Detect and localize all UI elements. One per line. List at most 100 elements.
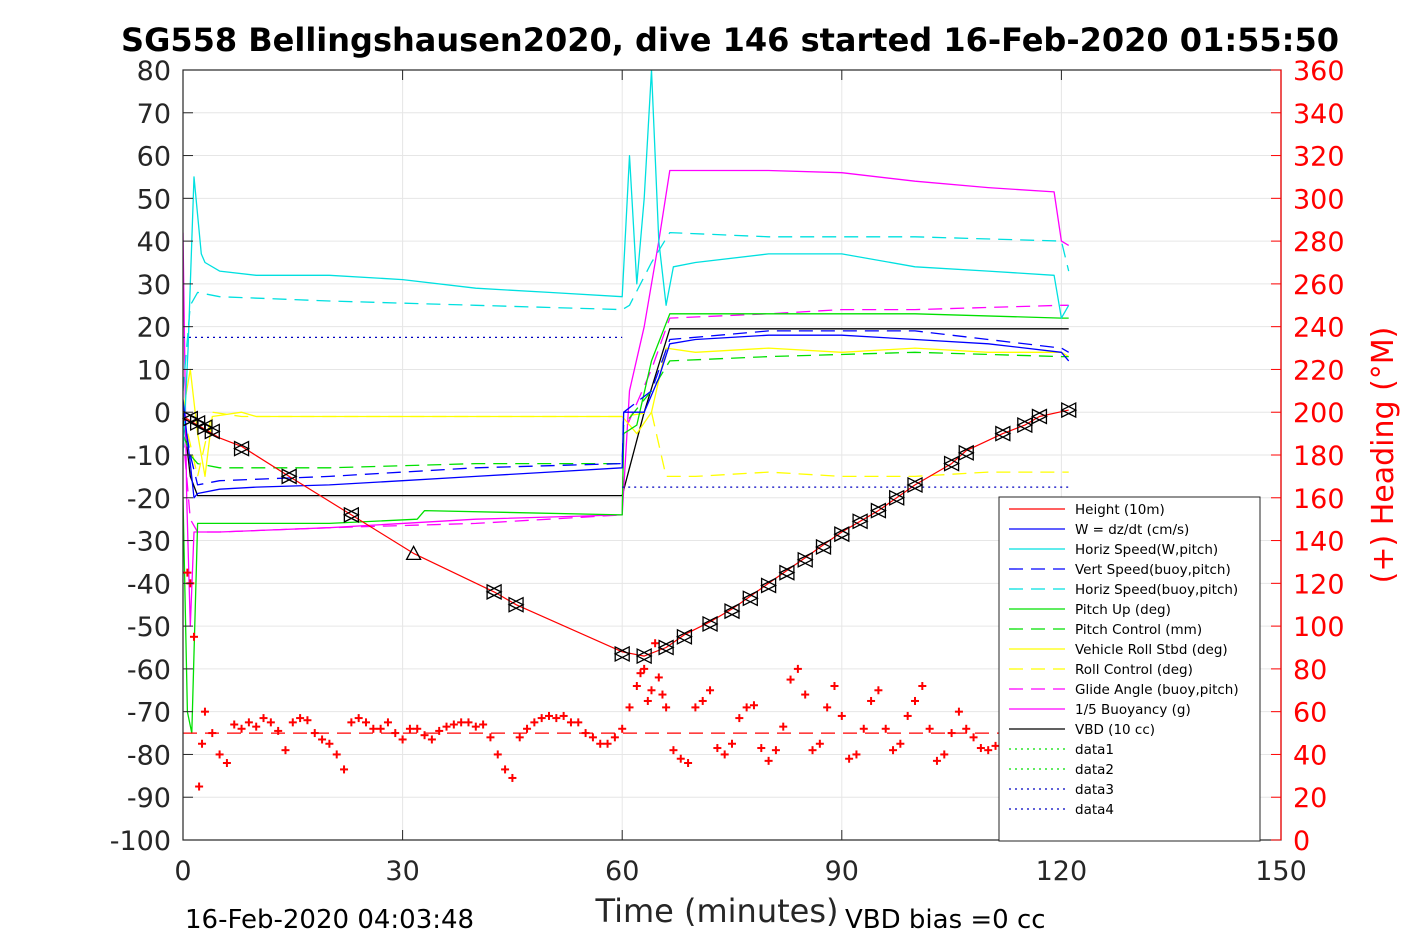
heading-point bbox=[713, 744, 722, 753]
climb-marker-right bbox=[1017, 417, 1034, 434]
dive-marker-left bbox=[507, 596, 524, 613]
heading-point bbox=[435, 726, 444, 735]
x-tick-label: 0 bbox=[174, 856, 191, 887]
heading-point bbox=[706, 686, 715, 695]
climb-marker-right bbox=[889, 489, 906, 506]
heading-point bbox=[405, 724, 414, 733]
heading-point bbox=[200, 707, 209, 716]
x-axis-label: Time (minutes) bbox=[595, 892, 839, 930]
heading-point bbox=[962, 724, 971, 733]
y-right-tick-label: 120 bbox=[1293, 569, 1345, 600]
y-right-tick-label: 220 bbox=[1293, 355, 1345, 386]
y-tick-label: -50 bbox=[127, 612, 171, 643]
heading-point bbox=[925, 724, 934, 733]
climb-marker-right bbox=[1031, 408, 1048, 425]
heading-point bbox=[523, 724, 532, 733]
heading-point bbox=[545, 711, 553, 720]
y-axis-left: 80 70 60 50 40 30 20 10 0 -10 -20 -30 -40 -50 -60 -70 -8… bbox=[110, 56, 193, 857]
heading-point bbox=[896, 739, 905, 748]
legend-label: data1 bbox=[1075, 742, 1114, 758]
heading-point bbox=[259, 714, 268, 723]
heading-point bbox=[932, 756, 941, 765]
heading-point bbox=[537, 714, 546, 723]
heading-point bbox=[969, 733, 978, 742]
y-tick-label: 70 bbox=[137, 99, 171, 130]
y-tick-label: 10 bbox=[137, 355, 171, 386]
heading-point bbox=[479, 720, 488, 729]
x-axis: 0 30 60 90 120 150 bbox=[174, 70, 1307, 887]
heading-point bbox=[244, 718, 253, 727]
climb-marker-right bbox=[815, 538, 832, 556]
heading-point bbox=[464, 718, 473, 727]
climb-marker-right bbox=[614, 645, 631, 662]
heading-point bbox=[501, 765, 510, 774]
legend-label: Pitch Control (mm) bbox=[1075, 622, 1202, 638]
legend-label: data4 bbox=[1075, 802, 1114, 818]
y-tick-label: 60 bbox=[137, 142, 171, 173]
legend-label: Vert Speed(buoy,pitch) bbox=[1075, 562, 1231, 578]
series-roll-control-deg bbox=[183, 411, 1069, 478]
series-vehicle-roll-stbd-deg bbox=[183, 347, 1070, 478]
y-right-tick-label: 100 bbox=[1293, 612, 1345, 643]
heading-point bbox=[676, 754, 685, 763]
heading-point bbox=[903, 711, 912, 720]
climb-marker-right bbox=[797, 551, 814, 568]
climb-marker-right bbox=[907, 476, 924, 493]
heading-point bbox=[918, 682, 927, 690]
heading-point bbox=[581, 729, 590, 738]
heading-point bbox=[976, 744, 985, 753]
heading-point bbox=[640, 664, 649, 673]
heading-point bbox=[808, 746, 817, 755]
heading-point bbox=[189, 632, 198, 641]
heading-point bbox=[720, 750, 729, 759]
footer-timestamp: 16-Feb-2020 04:03:48 bbox=[185, 905, 474, 935]
heading-point bbox=[391, 729, 400, 738]
y-tick-label: 20 bbox=[137, 313, 171, 344]
climb-marker-right bbox=[943, 455, 961, 472]
legend-label: Horiz Speed(W,pitch) bbox=[1075, 542, 1218, 558]
heading-point bbox=[552, 714, 561, 723]
heading-point bbox=[508, 773, 517, 782]
climb-marker-right bbox=[742, 590, 759, 607]
legend-label: W = dz/dt (cm/s) bbox=[1075, 522, 1189, 538]
heading-point bbox=[208, 729, 217, 738]
dive-marker-left bbox=[485, 583, 502, 600]
heading-point bbox=[786, 675, 795, 684]
x-tick-label: 30 bbox=[385, 856, 419, 887]
x-tick-label: 60 bbox=[605, 856, 639, 887]
heading-point bbox=[362, 718, 370, 727]
heading-point bbox=[195, 782, 204, 791]
series-1-5-buoyancy-g bbox=[183, 169, 1070, 627]
heading-point bbox=[618, 724, 627, 733]
heading-point bbox=[427, 735, 436, 744]
x-tick-label: 150 bbox=[1255, 856, 1307, 887]
climb-marker-right bbox=[958, 444, 975, 461]
heading-point bbox=[493, 750, 502, 759]
y-right-tick-label: 140 bbox=[1293, 527, 1345, 558]
y-right-tick-label: 160 bbox=[1293, 484, 1345, 515]
heading-point bbox=[340, 765, 349, 774]
heading-point bbox=[830, 682, 839, 690]
heading-point bbox=[603, 739, 612, 748]
heading-point bbox=[632, 682, 641, 690]
x-tick-label: 90 bbox=[825, 856, 859, 887]
y-right-tick-label: 300 bbox=[1293, 184, 1345, 215]
series-pitch-control-mm bbox=[183, 351, 1069, 469]
heading-point bbox=[515, 733, 524, 742]
y-right-tick-label: 320 bbox=[1293, 142, 1345, 173]
heading-point bbox=[984, 746, 993, 755]
heading-point bbox=[274, 726, 283, 735]
y-tick-label: -10 bbox=[127, 441, 171, 472]
right-axis-label: (+) Heading (°M) bbox=[1366, 327, 1401, 584]
climb-marker-right bbox=[834, 526, 851, 543]
heading-point bbox=[867, 696, 876, 705]
y-right-tick-label: 40 bbox=[1293, 740, 1327, 771]
heading-point bbox=[625, 703, 634, 712]
climb-marker-right bbox=[760, 577, 778, 594]
climb-marker-right bbox=[724, 603, 741, 620]
y-tick-label: -90 bbox=[127, 783, 171, 814]
heading-point bbox=[757, 744, 766, 753]
heading-point bbox=[198, 739, 207, 748]
y-tick-label: 50 bbox=[137, 184, 171, 215]
heading-point bbox=[911, 696, 919, 705]
